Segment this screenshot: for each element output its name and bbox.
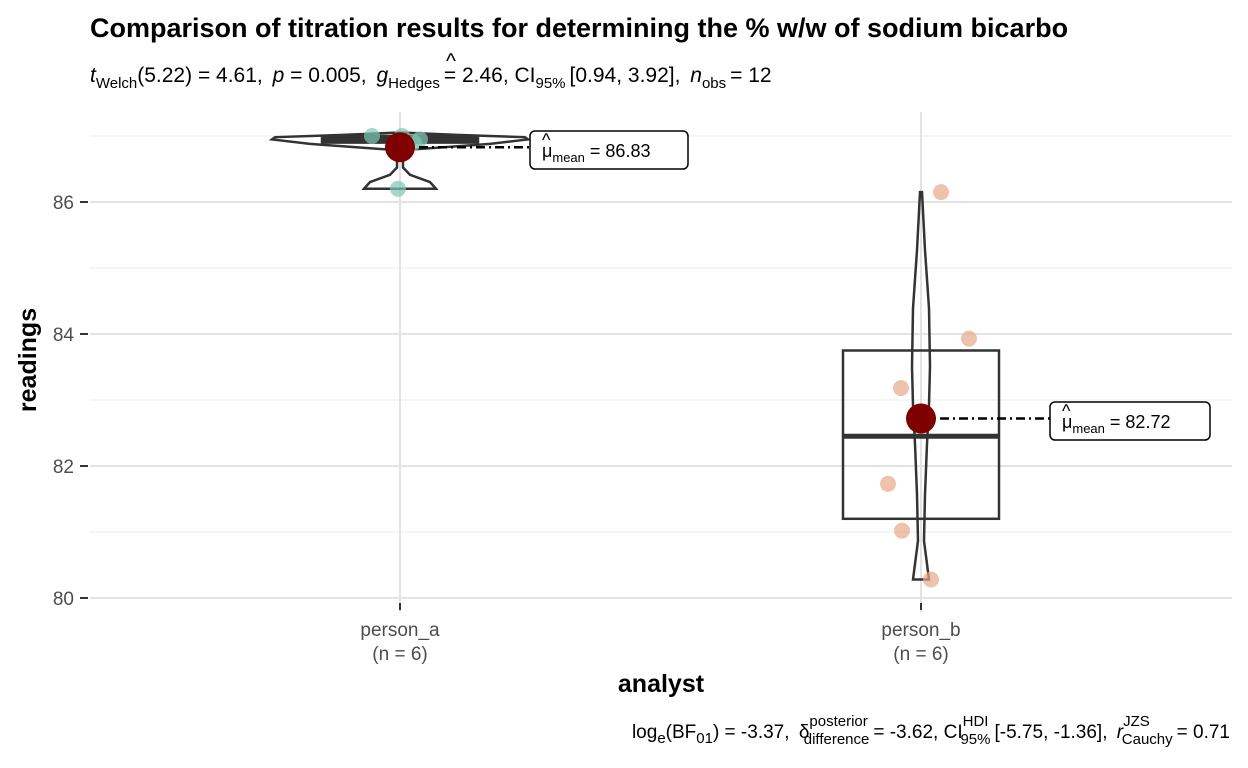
x-tick-count: (n = 6) [893,644,948,665]
x-tick-count: (n = 6) [372,644,427,665]
y-tick-label: 80 [53,589,74,610]
y-tick-label: 86 [53,193,74,214]
x-axis: person_a (n = 6) person_b (n = 6) [360,603,961,665]
data-point [933,184,949,201]
x-tick-label: person_a [360,620,440,641]
x-tick-label: person_b [881,620,960,641]
mean-label-hat: ^ [542,130,551,150]
y-axis-title: readings [14,308,42,412]
grid [90,112,1232,612]
mean-label-text: μmean = 82.72 [1062,412,1170,436]
violin-person-b [910,190,932,581]
x-axis-title: analyst [618,670,705,698]
data-point [923,571,939,588]
mean-label-box [529,130,689,170]
y-axis: 80 82 84 86 [53,193,88,610]
data-point [961,330,977,347]
mean-label-hat: ^ [1062,401,1071,421]
data-point [894,522,910,539]
chart-title: Comparison of titration results for dete… [90,13,1068,43]
data-point [390,180,406,197]
y-tick-label: 82 [53,457,74,478]
mean-point-person_b [906,403,936,434]
mean-point-person_a [385,132,415,163]
data-point [880,475,896,492]
data-point [893,380,909,397]
chart-marks: μmean = 86.83^μmean = 82.72^ [268,128,1211,588]
subtitle-hat: ^ [446,50,456,73]
y-tick-label: 84 [53,325,75,346]
data-point [364,128,380,144]
chart-subtitle: tWelch(5.22) = 4.61, p = 0.005, gHedges =… [90,64,772,92]
chart-caption: loge(BF01) = -3.37, δposterior difference… [632,713,1230,748]
mean-label-box [1049,401,1211,441]
mean-label-text: μmean = 86.83 [542,141,650,165]
